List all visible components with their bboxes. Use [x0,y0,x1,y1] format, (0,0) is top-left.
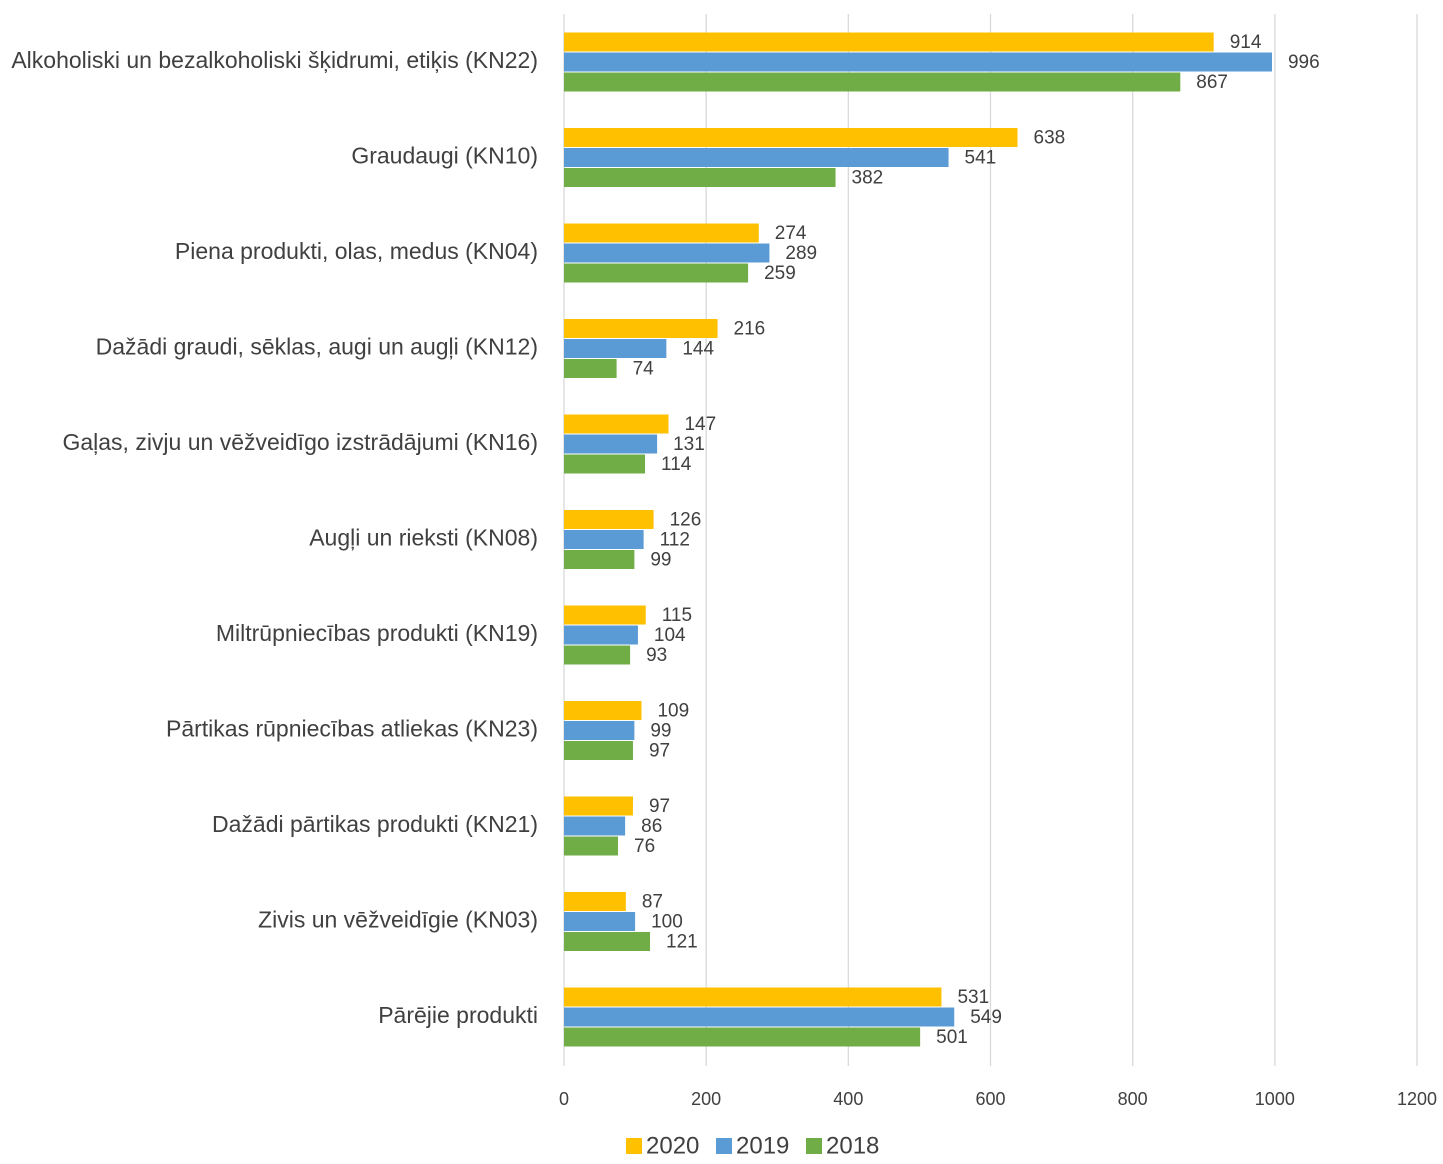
x-tick-label: 800 [1118,1089,1148,1109]
bar-2018 [564,1027,921,1047]
bar-2020 [564,701,642,720]
bar-2018 [564,836,619,856]
legend-label: 2020 [646,1132,699,1159]
data-label: 382 [852,168,884,189]
data-label: 93 [646,645,667,666]
bar-2019 [564,52,1272,72]
category-label: Zivis un vēžveidīgie (KN03) [258,907,538,933]
data-label: 996 [1288,52,1320,73]
data-label: 914 [1230,32,1262,53]
bar-2020 [564,510,654,529]
bar-2018 [564,932,651,951]
category-label: Dažādi pārtikas produkti (KN21) [212,811,538,837]
category-label: Dažādi graudi, sēklas, augi un augļi (KN… [96,334,538,360]
legend-swatch-2018 [806,1138,822,1154]
data-label: 76 [634,836,655,857]
bar-2018 [564,263,749,283]
data-label: 87 [642,892,663,913]
category-label: Pārējie produkti [378,1002,538,1028]
bar-2018 [564,741,633,760]
bar-2020 [564,414,669,434]
bar-2018 [564,454,646,474]
data-label: 549 [970,1007,1002,1028]
bar-2019 [564,721,635,740]
bar-2019 [564,148,949,167]
data-label: 121 [666,932,698,953]
category-label: Graudaugi (KN10) [351,143,538,169]
x-tick-label: 1000 [1255,1089,1295,1109]
bar-2019 [564,243,770,263]
data-label: 259 [764,263,796,284]
bar-2019 [564,339,667,358]
x-tick-label: 400 [833,1089,863,1109]
data-label: 97 [649,796,670,817]
x-tick-label: 0 [559,1089,569,1109]
data-label: 289 [785,243,817,264]
bar-2019 [564,434,658,454]
bar-2019 [564,816,626,836]
bar-2020 [564,796,633,816]
bar-2020 [564,32,1214,52]
bar-2019 [564,1007,955,1027]
data-label: 109 [657,701,689,722]
legend-label: 2018 [826,1132,879,1159]
data-label: 144 [682,339,714,360]
data-label: 112 [660,530,690,551]
bar-2018 [564,645,631,665]
data-label: 99 [650,721,671,742]
bar-2020 [564,987,942,1007]
legend-swatch-2019 [716,1138,732,1154]
bar-2020 [564,605,646,625]
data-label: 86 [641,816,662,837]
category-label: Piena produkti, olas, medus (KN04) [175,238,538,264]
data-label: 867 [1196,72,1228,93]
x-tick-label: 600 [975,1089,1005,1109]
data-label: 115 [662,605,692,626]
data-label: 114 [661,454,692,475]
data-label: 126 [670,510,702,531]
bar-2018 [564,359,617,378]
category-label: Alkoholiski un bezalkoholiski šķidrumi, … [11,47,538,73]
data-label: 541 [965,148,997,169]
bar-2020 [564,319,718,338]
data-label: 97 [649,741,670,762]
data-label: 131 [673,434,705,455]
data-label: 99 [650,550,671,571]
bar-2018 [564,72,1181,92]
bar-2019 [564,625,638,645]
bar-2018 [564,168,836,187]
data-label: 531 [957,987,989,1008]
legend-label: 2019 [736,1132,789,1159]
bar-2020 [564,128,1018,147]
data-label: 638 [1034,128,1066,149]
bar-2020 [564,892,626,911]
category-label: Augļi un rieksti (KN08) [309,525,538,551]
bar-2020 [564,223,759,243]
data-label: 100 [651,912,683,933]
category-label: Gaļas, zivju un vēžveidīgo izstrādājumi … [62,429,538,455]
x-tick-label: 200 [691,1089,721,1109]
data-label: 216 [734,319,766,340]
data-label: 274 [775,223,807,244]
data-label: 74 [633,359,655,380]
legend-swatch-2020 [626,1138,642,1154]
data-label: 501 [936,1027,968,1048]
category-label: Miltrūpniecības produkti (KN19) [216,620,538,646]
data-label: 104 [654,625,686,646]
bar-2019 [564,912,636,931]
bar-2019 [564,530,644,549]
x-tick-label: 1200 [1397,1089,1437,1109]
bar-2018 [564,550,635,569]
category-label: Pārtikas rūpniecības atliekas (KN23) [166,716,538,742]
data-label: 147 [684,414,716,435]
